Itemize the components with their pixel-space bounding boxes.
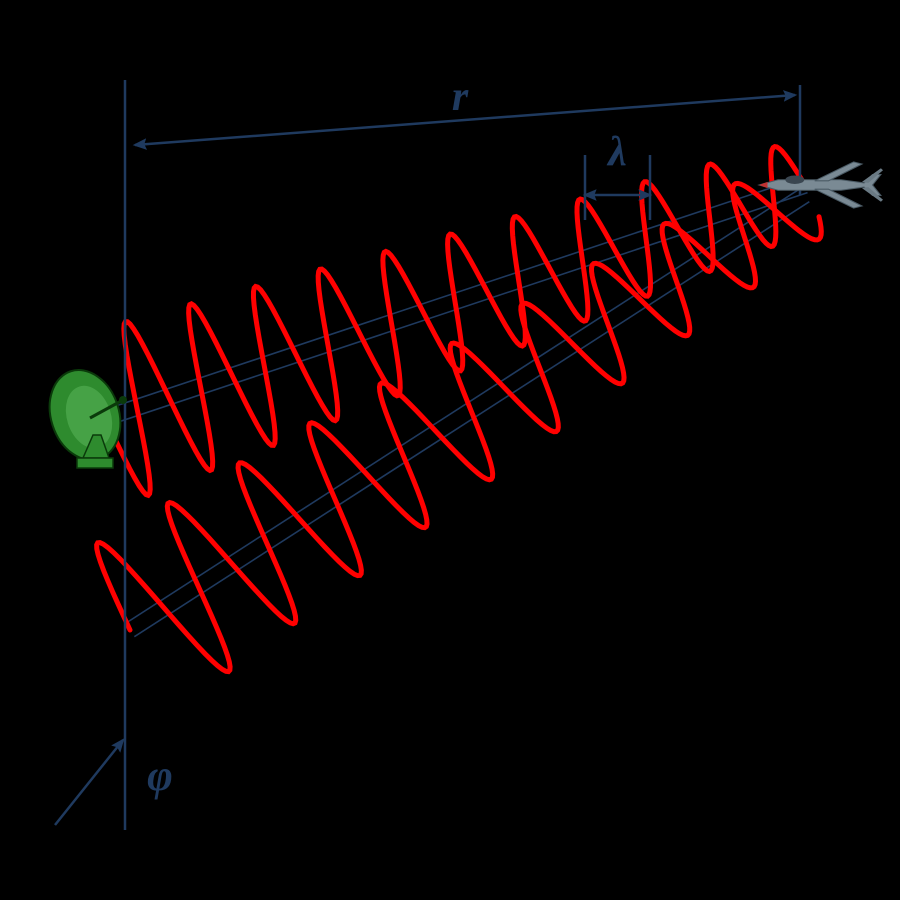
range-label: r (452, 74, 469, 120)
wavelength-label: λ (606, 129, 627, 175)
phase-label: φ (147, 751, 173, 800)
